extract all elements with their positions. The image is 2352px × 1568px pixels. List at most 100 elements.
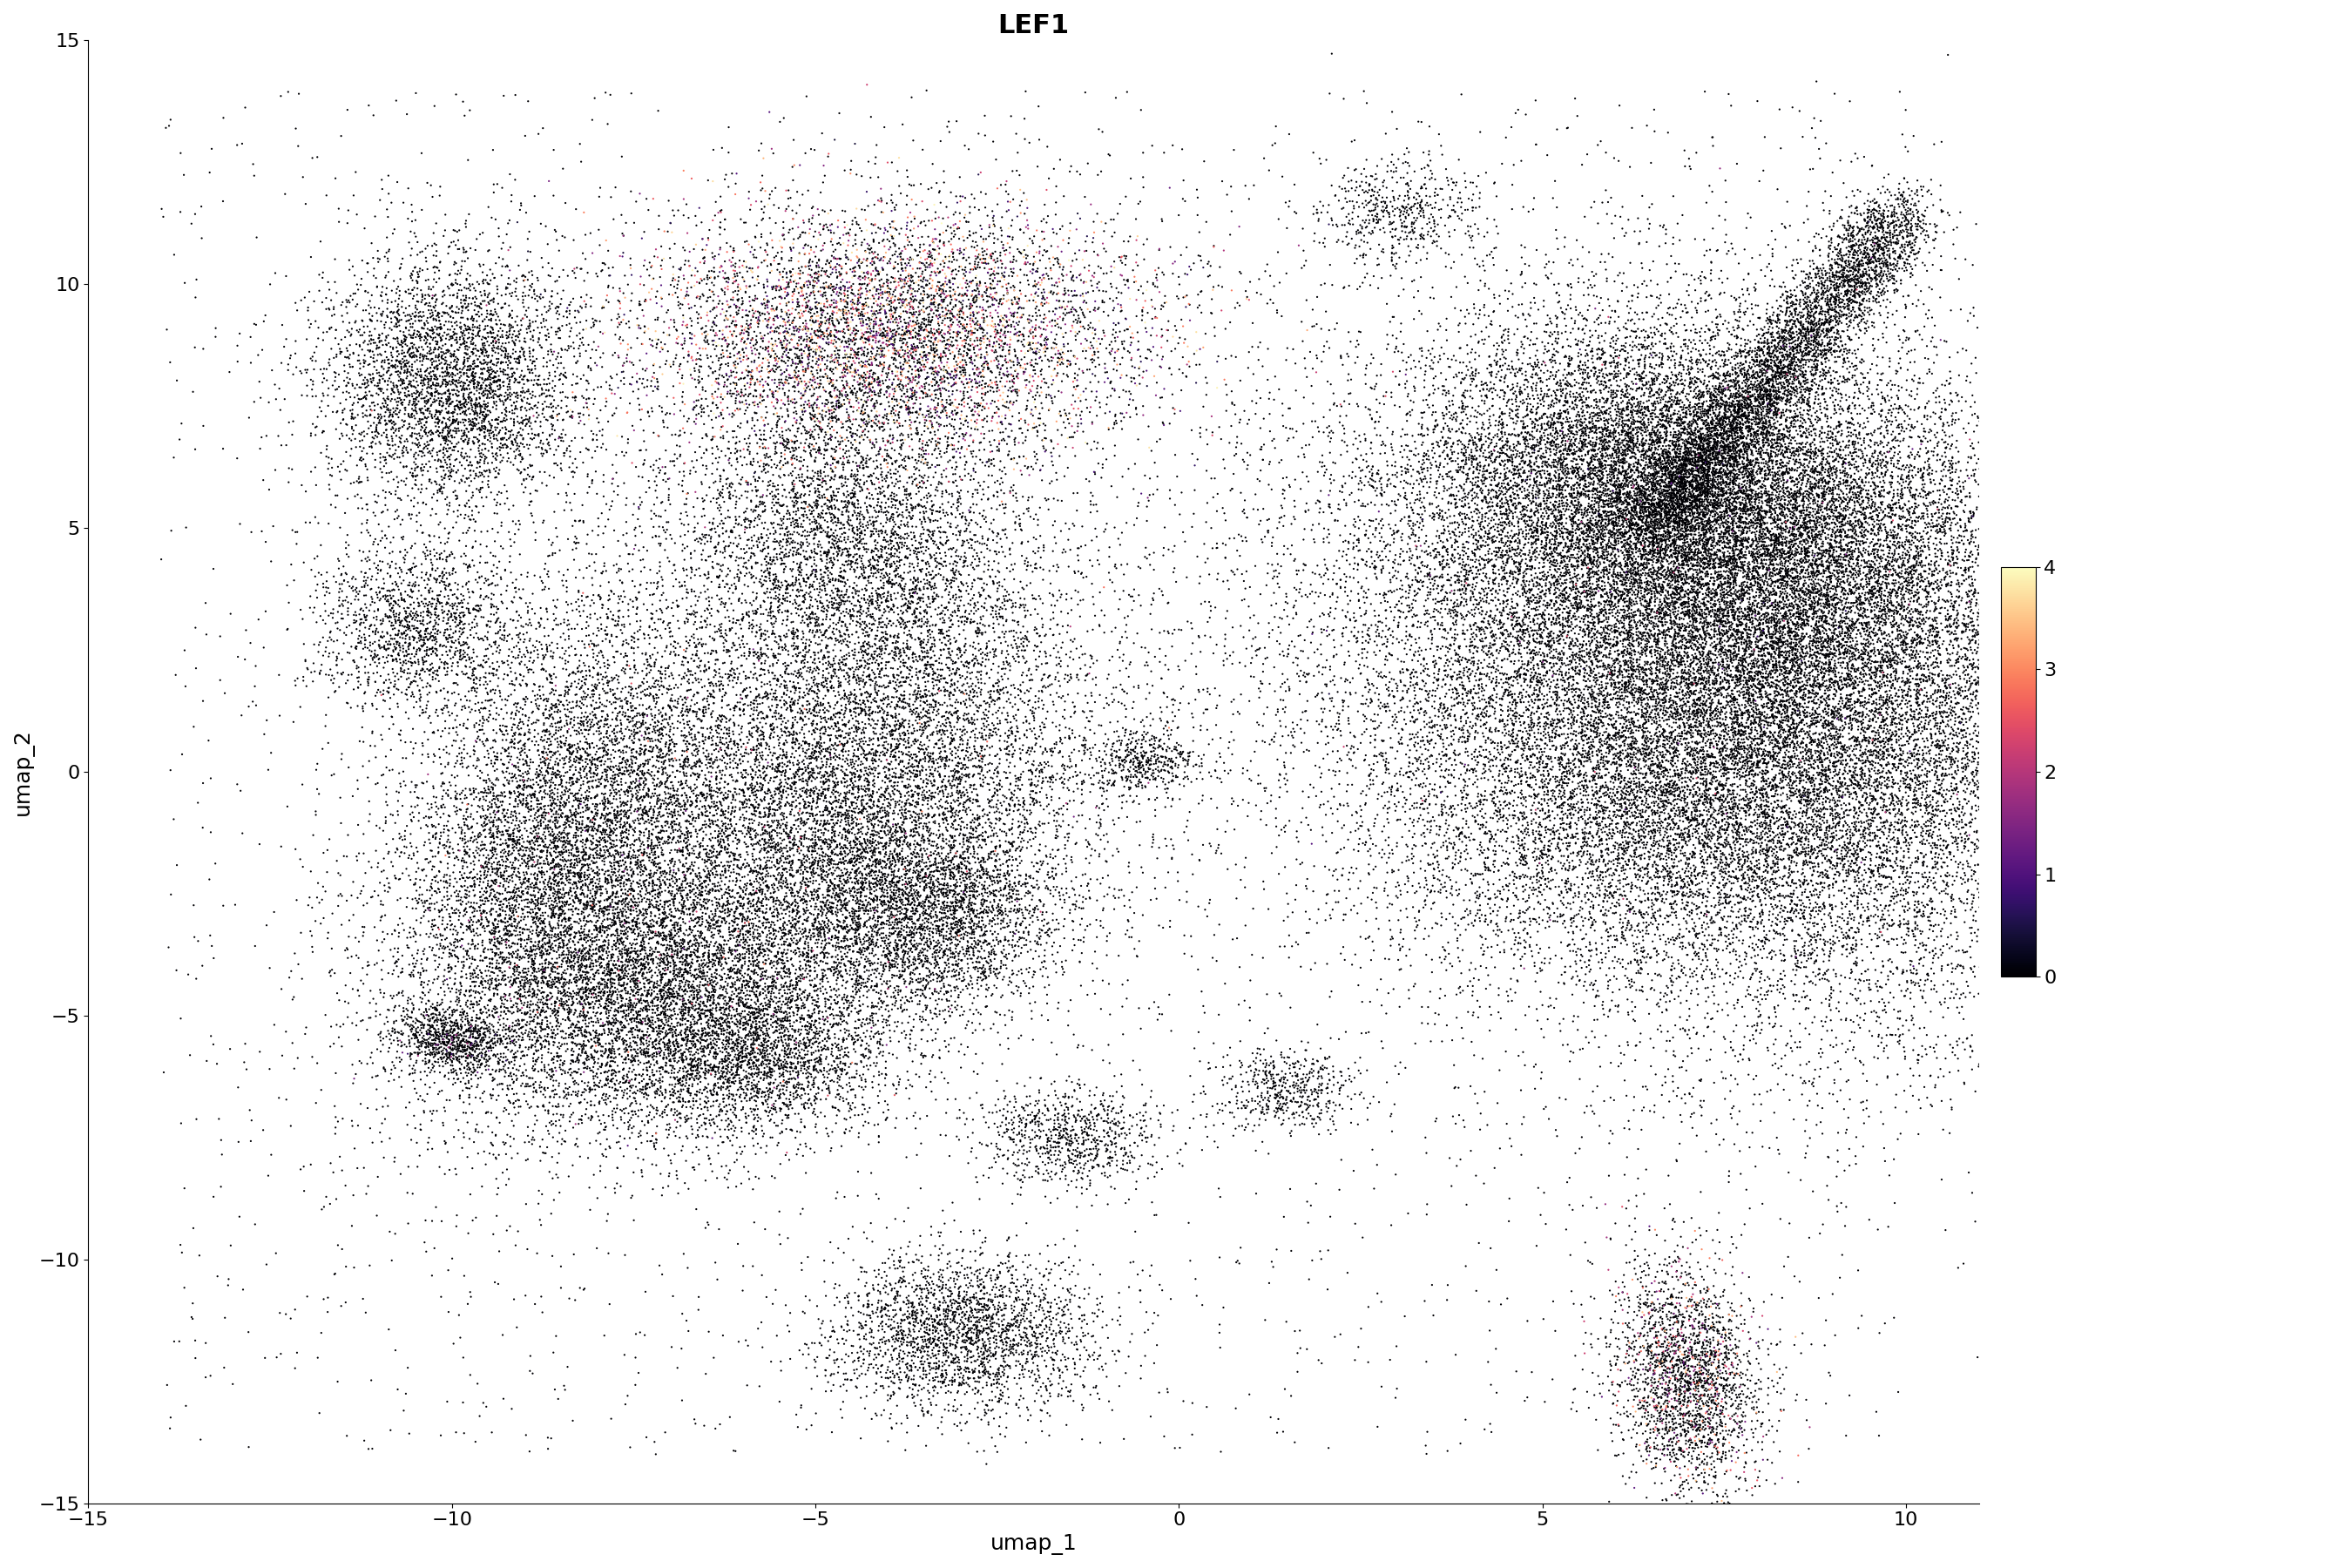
Point [706, 1094, 743, 1120]
Point [515, 353, 553, 378]
Point [1082, 1342, 1120, 1367]
Point [701, 831, 739, 856]
Point [847, 779, 884, 804]
Point [1755, 373, 1792, 398]
Point [1926, 521, 1964, 546]
Point [743, 336, 781, 361]
Point [1117, 809, 1155, 834]
Point [405, 401, 442, 426]
Point [1686, 1309, 1724, 1334]
Point [630, 1102, 668, 1127]
Point [466, 969, 503, 994]
Point [1018, 1328, 1056, 1353]
Point [870, 751, 908, 776]
Point [1604, 1427, 1642, 1452]
Point [1430, 552, 1468, 577]
Point [1769, 386, 1806, 411]
Point [2234, 878, 2272, 903]
Point [1011, 337, 1049, 362]
Point [689, 688, 727, 713]
Point [1891, 434, 1929, 459]
Point [376, 608, 414, 633]
Point [503, 359, 541, 384]
Point [1336, 489, 1374, 514]
Point [964, 469, 1002, 494]
Point [1844, 757, 1882, 782]
Point [844, 927, 882, 952]
Point [1776, 411, 1813, 436]
Point [1661, 1411, 1698, 1436]
Point [442, 1052, 480, 1077]
Point [1618, 1243, 1656, 1269]
Point [1665, 497, 1703, 522]
Point [901, 801, 938, 826]
Point [633, 764, 670, 789]
Point [616, 971, 654, 996]
Point [866, 787, 903, 812]
Point [936, 456, 974, 481]
Point [1698, 296, 1736, 321]
Point [642, 745, 680, 770]
Point [1044, 1295, 1082, 1320]
Point [1740, 331, 1778, 356]
Point [1788, 317, 1825, 342]
Point [1025, 906, 1063, 931]
Point [1625, 765, 1663, 790]
Point [562, 887, 600, 913]
Point [1729, 519, 1766, 544]
Point [477, 861, 515, 886]
Point [1087, 1137, 1124, 1162]
Point [1762, 1206, 1799, 1231]
Point [1282, 668, 1319, 693]
Point [416, 624, 454, 649]
Point [1656, 508, 1693, 533]
Point [1708, 353, 1745, 378]
Point [731, 1007, 769, 1032]
Point [1639, 753, 1677, 778]
Point [1771, 635, 1809, 660]
Point [1602, 557, 1639, 582]
Point [1653, 643, 1691, 668]
Point [1566, 596, 1604, 621]
Point [2284, 677, 2321, 702]
Point [487, 1002, 524, 1027]
Point [866, 411, 903, 436]
Point [1750, 682, 1788, 707]
Point [995, 1116, 1033, 1142]
Point [884, 1323, 922, 1348]
Point [1771, 597, 1809, 622]
Point [1818, 853, 1856, 878]
Point [654, 373, 691, 398]
Point [1689, 555, 1726, 580]
Point [1529, 486, 1566, 511]
Point [2034, 745, 2072, 770]
Point [1686, 1383, 1724, 1408]
Point [1696, 466, 1733, 491]
Point [1717, 362, 1755, 387]
Point [1790, 781, 1828, 806]
Point [748, 873, 786, 898]
Point [823, 1036, 861, 1062]
Point [1783, 329, 1820, 354]
Point [1646, 629, 1684, 654]
Point [409, 1027, 447, 1052]
Point [1094, 742, 1131, 767]
Point [1731, 488, 1769, 513]
Point [1287, 252, 1324, 278]
Point [1630, 859, 1668, 884]
Point [746, 530, 783, 555]
Point [1825, 596, 1863, 621]
Point [1708, 712, 1745, 737]
Point [1679, 456, 1717, 481]
Point [1726, 648, 1764, 673]
Point [1658, 684, 1696, 709]
Point [1830, 563, 1867, 588]
Point [1646, 781, 1684, 806]
Point [969, 729, 1007, 754]
Point [607, 701, 644, 726]
Point [1656, 666, 1693, 691]
Point [1898, 558, 1936, 583]
Point [906, 506, 943, 532]
Point [816, 378, 854, 403]
Point [786, 378, 823, 403]
